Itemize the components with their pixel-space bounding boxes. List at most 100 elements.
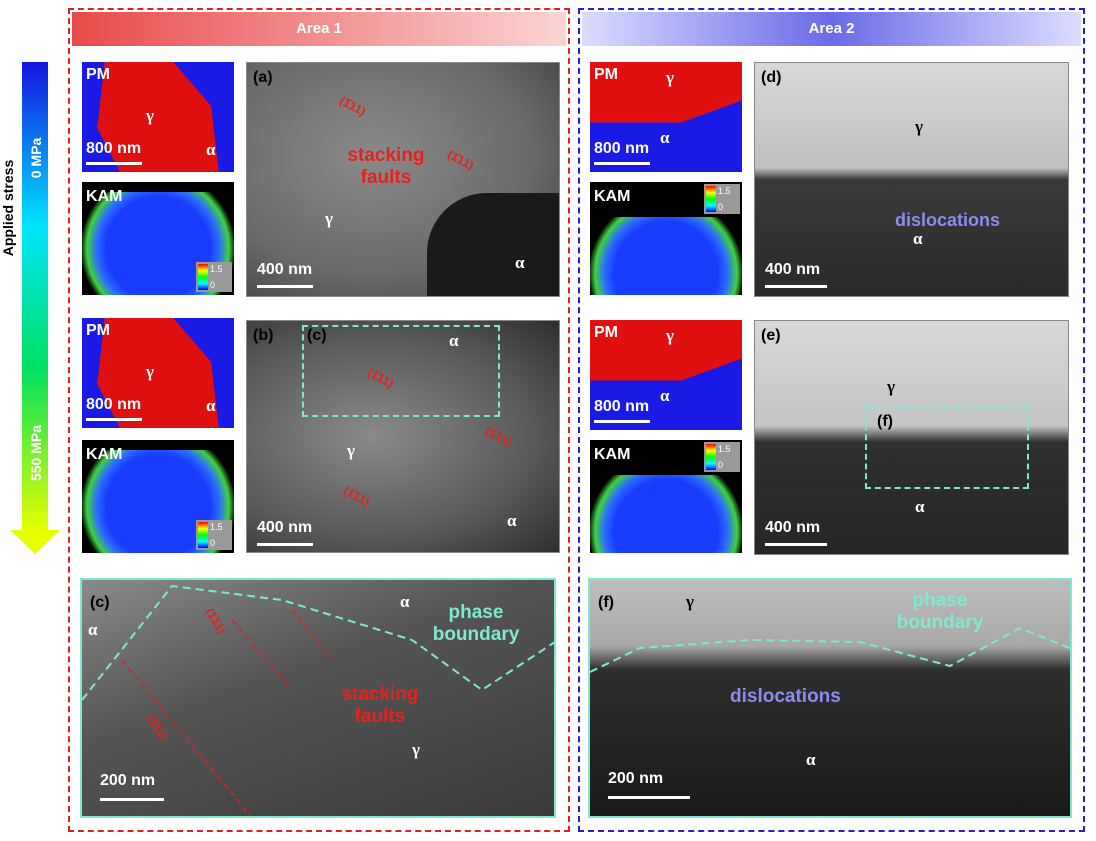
gamma: γ [686,592,694,611]
alpha: α [913,229,923,248]
scale-bar [594,162,650,165]
plane: (1̄11) [341,483,373,509]
map-label: PM [594,324,618,341]
label: (d) [761,69,782,86]
scale-bar [765,285,827,288]
boundary-label: phase boundary [896,590,984,633]
colorbar-min: 0 [718,202,724,212]
label: (f) [598,594,614,611]
alpha: α [206,140,216,159]
alpha: α [507,511,517,530]
scale: 400 nm [257,519,313,536]
label: (b) [253,327,274,344]
scale-bar [257,543,313,546]
kam-map: KAM 1.5 0 [590,440,742,553]
colorbar: 1.5 0 [196,520,232,550]
boundary-label: phase boundary [432,602,520,645]
colorbar-min: 0 [210,538,216,548]
annotation: stacking faults [341,684,419,727]
map-label: KAM [594,188,631,205]
colorbar: 1.5 0 [704,442,740,472]
panel-d: (d) γ dislocations α 400 nm [754,62,1069,297]
inset-box [302,325,500,417]
colorbar-min: 0 [718,460,724,470]
stress-end: 550 MPa [28,424,44,482]
pm-map: PM γ α 800 nm [82,318,234,428]
map-label: KAM [86,446,123,463]
kam-map: KAM 1.5 0 [82,440,234,553]
gamma: γ [887,377,895,396]
alpha: α [400,592,410,611]
panel-a: (a) stacking faults γ α (1̄11) (1̄11) 40… [246,62,560,297]
scale-bar [594,420,650,423]
gamma: γ [915,117,923,136]
panel-c: (c) α α γ stacking faults phase boundary… [80,578,556,818]
scale-bar [765,543,827,546]
colorbar: 1.5 0 [704,184,740,214]
boundary-line [82,584,554,816]
scale-bar [257,285,313,288]
alpha: α [660,386,670,405]
scale: 400 nm [765,519,821,536]
colorbar-max: 1.5 [210,522,223,532]
gamma: γ [412,740,420,759]
stress-label: Applied stress [0,159,16,257]
gamma: γ [325,209,333,228]
scale-bar [100,798,164,801]
kam-blob [590,475,742,553]
label: (c) [90,594,110,611]
stress-arrowhead [10,530,60,554]
inset-label: (c) [307,327,327,344]
alpha: α [660,128,670,147]
alpha: α [915,497,925,516]
scale: 800 nm [86,140,142,157]
plane: (1̄11) [445,147,477,173]
scale: 400 nm [765,261,821,278]
inset-box [865,405,1029,489]
area1-frame [68,8,570,832]
stress-arrow [22,62,48,532]
plane: (1̄11) [483,423,515,449]
inset-label: (f) [877,413,893,430]
colorbar-max: 1.5 [718,444,731,454]
colorbar-min: 0 [210,280,216,290]
panel-f: (f) γ phase boundary dislocations α 200 … [588,578,1072,818]
scale: 800 nm [594,140,650,157]
scale: 200 nm [608,770,664,787]
gamma: γ [347,441,355,460]
map-label: KAM [86,188,123,205]
area2-header: Area 2 [582,12,1081,46]
map-label: PM [86,66,110,83]
panel-b: (b) (c) γ α α (1̄11) (1̄11) (1̄11) 400 n… [246,320,560,553]
alpha: α [515,253,525,272]
area2-frame [578,8,1085,832]
label: (e) [761,327,781,344]
map-label: PM [86,322,110,339]
panel-e: (e) γ (f) α 400 nm [754,320,1069,555]
kam-map: KAM 1.5 0 [82,182,234,295]
pm-map: PM γ α 800 nm [590,320,742,430]
scale: 400 nm [257,261,313,278]
kam-blob [590,217,742,295]
pm-map: PM γ α 800 nm [590,62,742,172]
colorbar-max: 1.5 [718,186,731,196]
area1-header: Area 1 [72,12,566,46]
gamma: γ [666,326,674,345]
label: (a) [253,69,273,86]
annotation: dislocations [895,210,1001,230]
alpha: α [449,331,459,350]
alpha: α [88,620,98,639]
alpha-region [427,193,559,296]
gamma: γ [666,68,674,87]
boundary-line [590,626,1070,673]
kam-map: KAM 1.5 0 [590,182,742,295]
colorbar-max: 1.5 [210,264,223,274]
pm-map: PM γ α 800 nm [82,62,234,172]
scale-bar [608,796,690,799]
gamma: γ [146,362,154,381]
scale: 800 nm [86,396,142,413]
colorbar: 1.5 0 [196,262,232,292]
alpha: α [806,750,816,769]
plane: (1̄11) [337,93,369,119]
